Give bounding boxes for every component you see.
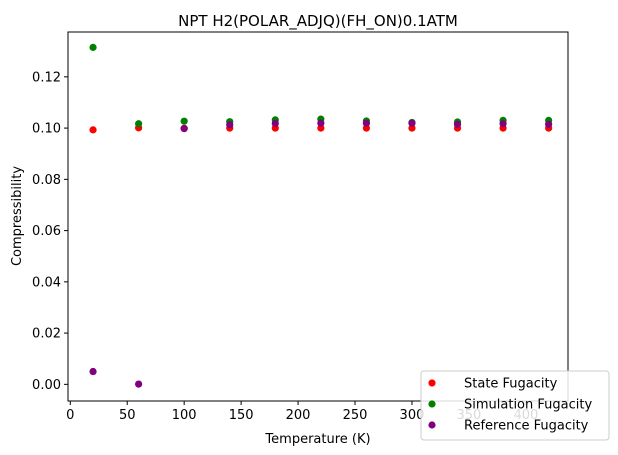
x-tick-label: 100	[172, 408, 197, 423]
plot-area	[67, 31, 569, 402]
data-point-reference-fugacity	[499, 120, 507, 128]
legend-label: Reference Fugacity	[464, 419, 589, 434]
chart-title: NPT H2(POLAR_ADJQ)(FH_ON)0.1ATM	[178, 12, 458, 31]
y-tick-label: 0.12	[32, 70, 61, 85]
legend-label: State Fugacity	[464, 377, 558, 392]
legend-marker	[428, 379, 436, 387]
y-tick-label: 0.00	[32, 378, 61, 393]
legend-box	[420, 370, 610, 441]
legend: State Fugacity Simulation Fugacity Referen…	[420, 370, 610, 441]
data-point-reference-fugacity	[317, 119, 325, 127]
data-point-reference-fugacity	[408, 119, 416, 127]
x-tick-label: 300	[400, 408, 425, 423]
x-tick-label: 0	[66, 408, 74, 423]
data-point-state-fugacity	[89, 126, 97, 134]
y-tick-label: 0.02	[32, 327, 61, 342]
data-point-reference-fugacity	[362, 119, 371, 127]
x-tick-label: 250	[343, 408, 368, 423]
legend-marker	[428, 400, 436, 408]
data-point-simulation-fugacity	[180, 117, 188, 125]
data-point-reference-fugacity	[453, 120, 462, 128]
data-point-simulation-fugacity	[135, 120, 143, 128]
data-point-simulation-fugacity	[89, 43, 97, 51]
legend-label: Simulation Fugacity	[464, 398, 592, 413]
y-tick-label: 0.08	[32, 173, 61, 188]
x-axis-label: Temperature (K)	[264, 432, 370, 447]
data-point-reference-fugacity	[135, 380, 143, 388]
y-tick-label: 0.10	[32, 122, 61, 137]
y-axis-label: Compressibility	[10, 166, 25, 266]
data-point-reference-fugacity	[180, 125, 188, 133]
legend-marker	[428, 421, 436, 429]
x-tick-label: 50	[119, 408, 136, 423]
data-points	[89, 43, 553, 388]
data-point-reference-fugacity	[226, 121, 234, 129]
y-tick-label: 0.06	[32, 224, 61, 239]
y-axis: 0.00 0.02 0.04 0.06 0.08 0.10 0.12	[32, 70, 68, 393]
x-tick-label: 200	[286, 408, 311, 423]
data-point-reference-fugacity	[545, 120, 553, 128]
data-point-reference-fugacity	[271, 119, 279, 128]
data-point-reference-fugacity	[89, 367, 97, 376]
y-tick-label: 0.04	[32, 275, 61, 290]
x-tick-label: 150	[229, 408, 254, 423]
